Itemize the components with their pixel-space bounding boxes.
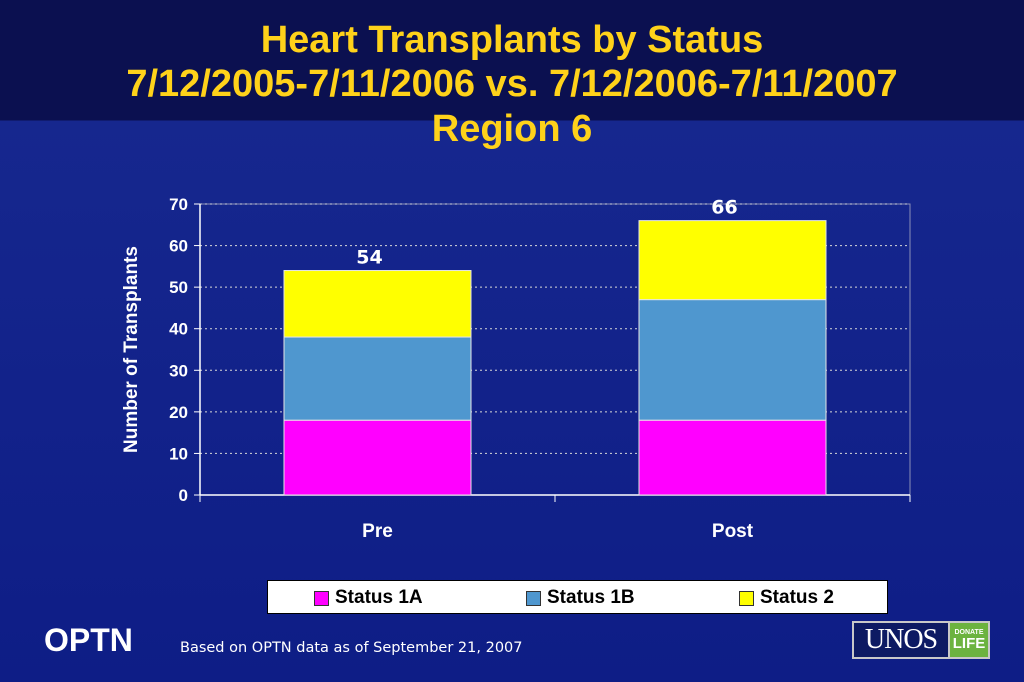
data-source-footnote: Based on OPTN data as of September 21, 2…	[180, 640, 523, 656]
y-tick-label: 40	[169, 320, 188, 339]
y-tick-label: 20	[169, 403, 188, 422]
bar-segment-status-2	[638, 220, 827, 301]
legend-label-status-1a: Status 1A	[335, 587, 423, 608]
legend-item-status-1b: Status 1B	[526, 581, 635, 615]
y-tick-label: 30	[169, 361, 188, 380]
legend-swatch-status-1b	[526, 590, 541, 606]
unos-donate-life-logo: UNOS DONATE LIFE	[852, 621, 990, 659]
title-line-2: 7/12/2005-7/11/2006 vs. 7/12/2006-7/11/2…	[126, 63, 898, 106]
legend-label-status-1b: Status 1B	[547, 587, 635, 608]
donate-life-bottom: LIFE	[952, 635, 986, 652]
title-line-1: Heart Transplants by Status	[260, 19, 764, 61]
legend-label-status-2: Status 2	[760, 587, 834, 608]
y-axis-title: Number of Transplants	[121, 246, 142, 453]
donate-life-badge: DONATE LIFE	[950, 623, 988, 657]
bar-segment-status-1a	[638, 419, 827, 496]
bar-segment-status-1b	[638, 299, 827, 421]
y-tick-label: 10	[169, 444, 188, 463]
x-tick-label: Pre	[362, 521, 393, 542]
legend-swatch-status-2	[739, 590, 754, 606]
bar-segment-status-1b	[283, 336, 472, 421]
title-line-3: Region 6	[431, 107, 593, 150]
x-tick-label: Post	[712, 521, 754, 542]
optn-label: OPTN	[44, 622, 133, 658]
donate-life-top: DONATE	[954, 629, 984, 636]
bar-total-label: 54	[356, 247, 382, 269]
bar-segment-status-1a	[283, 419, 472, 496]
legend-item-status-1a: Status 1A	[314, 581, 423, 615]
slide-title: Heart Transplants by Status 7/12/2005-7/…	[0, 18, 1024, 151]
chart-legend: Status 1A Status 1B Status 2	[267, 580, 888, 614]
y-tick-label: 50	[169, 278, 188, 297]
bar-total-label: 66	[711, 197, 737, 219]
unos-logo-text: UNOS	[854, 623, 950, 657]
y-tick-label: 60	[169, 237, 188, 256]
legend-swatch-status-1a	[314, 590, 329, 606]
bar-segment-status-2	[283, 270, 472, 338]
y-tick-label: 70	[169, 195, 188, 214]
y-tick-label: 0	[179, 486, 188, 505]
legend-item-status-2: Status 2	[739, 581, 834, 615]
